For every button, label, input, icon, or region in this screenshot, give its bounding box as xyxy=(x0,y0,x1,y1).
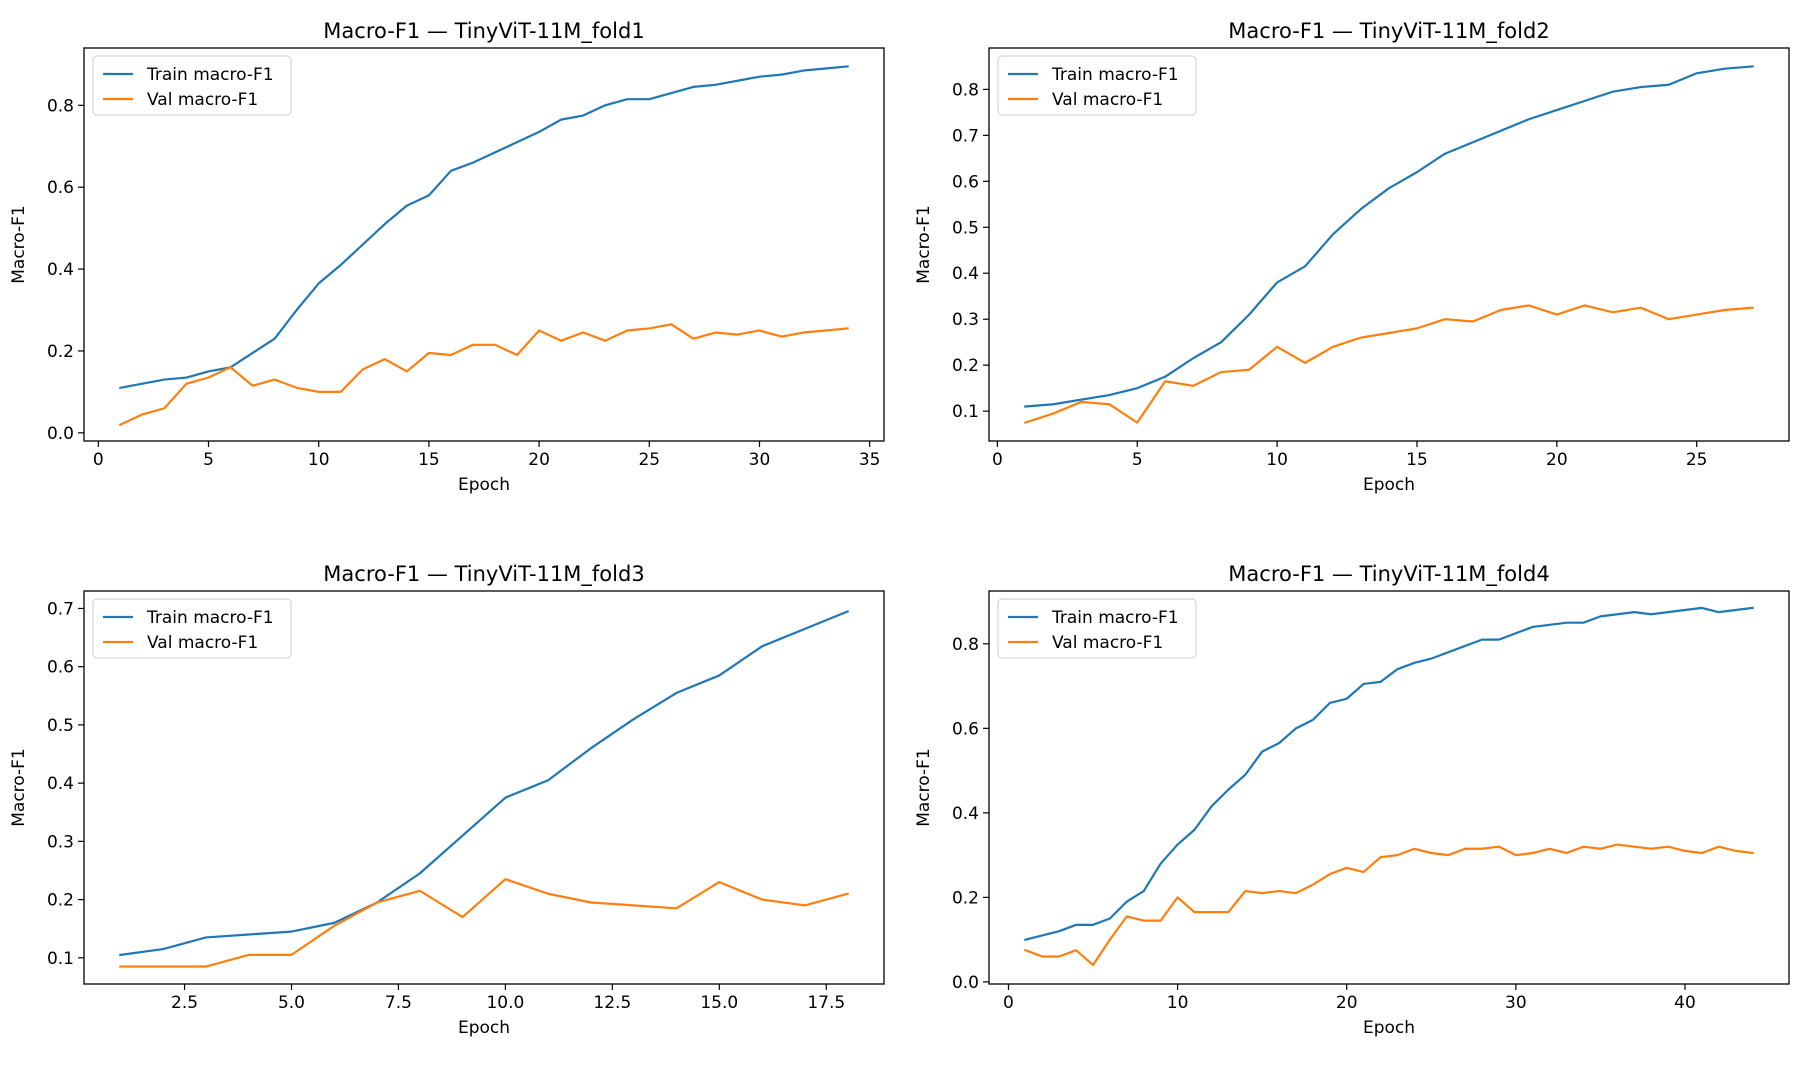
x-tick-label: 20 xyxy=(1546,450,1568,470)
legend-label-val: Val macro-F1 xyxy=(1052,633,1163,653)
legend-label-val: Val macro-F1 xyxy=(147,633,258,653)
legend-label-val: Val macro-F1 xyxy=(1052,90,1163,110)
legend-label-train: Train macro-F1 xyxy=(146,608,274,628)
y-tick-label: 0.8 xyxy=(952,635,979,655)
y-tick-label: 0.0 xyxy=(952,973,979,993)
x-tick-label: 10.0 xyxy=(486,993,524,1013)
series-line-train xyxy=(1024,606,1754,941)
series-line-val xyxy=(1023,304,1754,424)
y-axis-label: Macro-F1 xyxy=(9,748,29,827)
x-tick-label: 30 xyxy=(1505,993,1527,1013)
y-tick-label: 0.4 xyxy=(47,774,74,794)
x-tick-label: 15 xyxy=(418,450,440,470)
x-tick-label: 20 xyxy=(528,450,550,470)
y-tick-label: 0.0 xyxy=(47,424,74,444)
x-tick-label: 25 xyxy=(1686,450,1708,470)
x-tick-label: 10 xyxy=(308,450,330,470)
x-tick-label: 2.5 xyxy=(171,993,198,1013)
x-tick-label: 12.5 xyxy=(593,993,631,1013)
x-tick-label: 5.0 xyxy=(278,993,305,1013)
chart-panel-4: Macro-F1 — TinyViT-11M_fold4 0 10 20 30 40 0.0… xyxy=(914,562,1790,1038)
chart-title: Macro-F1 — TinyViT-11M_fold1 xyxy=(323,19,644,44)
x-tick-label: 17.5 xyxy=(807,993,845,1013)
series-line-train xyxy=(119,609,850,957)
legend: Train macro-F1 Val macro-F1 xyxy=(92,598,292,659)
x-tick-label: 15.0 xyxy=(700,993,738,1013)
x-tick-label: 20 xyxy=(1336,993,1358,1013)
y-tick-label: 0.8 xyxy=(47,96,74,116)
y-tick-label: 0.4 xyxy=(952,804,979,824)
legend-box xyxy=(92,55,292,116)
plot-frame xyxy=(988,590,1790,985)
y-tick-label: 0.1 xyxy=(952,402,979,422)
y-tick-label: 0.6 xyxy=(47,658,74,678)
x-tick-label: 7.5 xyxy=(385,993,412,1013)
series-line-train xyxy=(1024,65,1754,408)
plot-frame xyxy=(83,47,885,442)
x-tick-label: 25 xyxy=(638,450,660,470)
legend: Train macro-F1 Val macro-F1 xyxy=(997,598,1197,659)
y-tick-label: 0.4 xyxy=(47,260,74,280)
series-line-train xyxy=(119,65,849,390)
y-axis-label: Macro-F1 xyxy=(9,205,29,284)
x-tick-label: 10 xyxy=(1167,993,1189,1013)
plot-frame xyxy=(83,590,885,985)
legend-label-train: Train macro-F1 xyxy=(1051,608,1179,628)
y-tick-label: 0.3 xyxy=(952,310,979,330)
y-tick-label: 0.2 xyxy=(47,342,74,362)
y-tick-label: 0.6 xyxy=(952,719,979,739)
chart-title: Macro-F1 — TinyViT-11M_fold2 xyxy=(1228,19,1549,44)
y-tick-label: 0.1 xyxy=(47,949,74,969)
x-tick-label: 0 xyxy=(1003,993,1014,1013)
y-tick-label: 0.3 xyxy=(47,832,74,852)
chart-title: Macro-F1 — TinyViT-11M_fold4 xyxy=(1228,562,1549,587)
x-axis-label: Epoch xyxy=(1363,1018,1415,1038)
y-tick-label: 0.5 xyxy=(952,218,979,238)
series-line-val xyxy=(118,323,849,427)
x-tick-label: 10 xyxy=(1266,450,1288,470)
x-tick-label: 40 xyxy=(1674,993,1696,1013)
y-tick-label: 0.4 xyxy=(952,264,979,284)
y-tick-label: 0.8 xyxy=(952,80,979,100)
chart-title: Macro-F1 — TinyViT-11M_fold3 xyxy=(323,562,644,587)
x-axis-label: Epoch xyxy=(458,475,510,495)
legend: Train macro-F1 Val macro-F1 xyxy=(997,55,1197,116)
x-tick-label: 35 xyxy=(859,450,881,470)
legend-box xyxy=(997,55,1197,116)
legend: Train macro-F1 Val macro-F1 xyxy=(92,55,292,116)
y-tick-label: 0.2 xyxy=(952,888,979,908)
y-tick-label: 0.7 xyxy=(47,599,74,619)
chart-panel-2: Macro-F1 — TinyViT-11M_fold2 0 5 10 15 20 25 0.… xyxy=(914,19,1790,495)
y-tick-label: 0.5 xyxy=(47,716,74,736)
series-line-val xyxy=(1023,843,1754,967)
legend-label-val: Val macro-F1 xyxy=(147,90,258,110)
x-tick-label: 30 xyxy=(749,450,771,470)
chart-panel-1: Macro-F1 — TinyViT-11M_fold1 0 5 10 15 20 25 30… xyxy=(9,19,885,495)
x-tick-label: 5 xyxy=(1132,450,1143,470)
y-axis-label: Macro-F1 xyxy=(914,748,934,827)
x-tick-label: 5 xyxy=(203,450,214,470)
chart-panel-3: Macro-F1 — TinyViT-11M_fold3 2.5 5.0 7.5 10.… xyxy=(9,562,885,1038)
y-tick-label: 0.2 xyxy=(47,891,74,911)
legend-box xyxy=(92,598,292,659)
legend-label-train: Train macro-F1 xyxy=(1051,65,1179,85)
series-line-val xyxy=(119,878,849,968)
x-tick-label: 15 xyxy=(1406,450,1428,470)
x-axis-label: Epoch xyxy=(1363,475,1415,495)
plot-frame xyxy=(988,47,1790,442)
legend-label-train: Train macro-F1 xyxy=(146,65,274,85)
y-axis-label: Macro-F1 xyxy=(914,205,934,284)
y-tick-label: 0.2 xyxy=(952,356,979,376)
y-tick-label: 0.6 xyxy=(47,178,74,198)
y-tick-label: 0.6 xyxy=(952,172,979,192)
x-axis-label: Epoch xyxy=(458,1018,510,1038)
legend-box xyxy=(997,598,1197,659)
y-tick-label: 0.7 xyxy=(952,126,979,146)
x-tick-label: 0 xyxy=(93,450,104,470)
x-tick-label: 0 xyxy=(992,450,1003,470)
